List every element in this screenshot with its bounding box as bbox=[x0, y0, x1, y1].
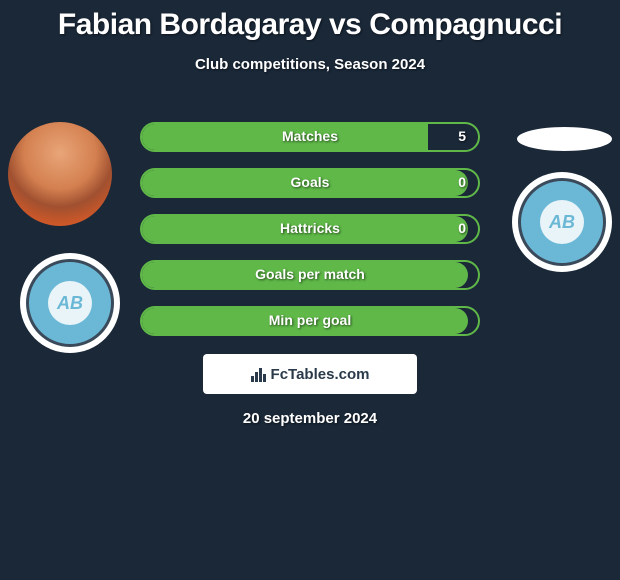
stat-row-goals: Goals 0 bbox=[140, 168, 480, 198]
branding-text: FcTables.com bbox=[271, 366, 370, 383]
club-badge-inner: AB bbox=[518, 178, 606, 266]
stat-label: Hattricks bbox=[280, 220, 340, 236]
comparison-date: 20 september 2024 bbox=[0, 410, 620, 427]
stat-row-min-per-goal: Min per goal bbox=[140, 306, 480, 336]
stat-row-goals-per-match: Goals per match bbox=[140, 260, 480, 290]
stat-row-matches: Matches 5 bbox=[140, 122, 480, 152]
stat-label: Goals per match bbox=[255, 266, 365, 282]
club-badge-right: AB bbox=[512, 172, 612, 272]
stat-rows-container: Matches 5 Goals 0 Hattricks 0 Goals per … bbox=[140, 122, 480, 352]
player-left-avatar bbox=[8, 122, 112, 226]
stat-value: 0 bbox=[458, 220, 466, 236]
stat-label: Matches bbox=[282, 128, 338, 144]
club-badge-left: AB bbox=[20, 253, 120, 353]
stat-value: 0 bbox=[458, 174, 466, 190]
stat-label: Min per goal bbox=[269, 312, 351, 328]
comparison-subtitle: Club competitions, Season 2024 bbox=[0, 56, 620, 73]
club-badge-initials: AB bbox=[540, 200, 584, 244]
player-right-placeholder bbox=[517, 127, 612, 151]
club-badge-initials: AB bbox=[48, 281, 92, 325]
stat-row-hattricks: Hattricks 0 bbox=[140, 214, 480, 244]
bar-chart-icon bbox=[251, 366, 267, 382]
branding-box: FcTables.com bbox=[203, 354, 417, 394]
comparison-title: Fabian Bordagaray vs Compagnucci bbox=[0, 0, 620, 42]
club-badge-inner: AB bbox=[26, 259, 114, 347]
stat-value: 5 bbox=[458, 128, 466, 144]
stat-label: Goals bbox=[291, 174, 330, 190]
